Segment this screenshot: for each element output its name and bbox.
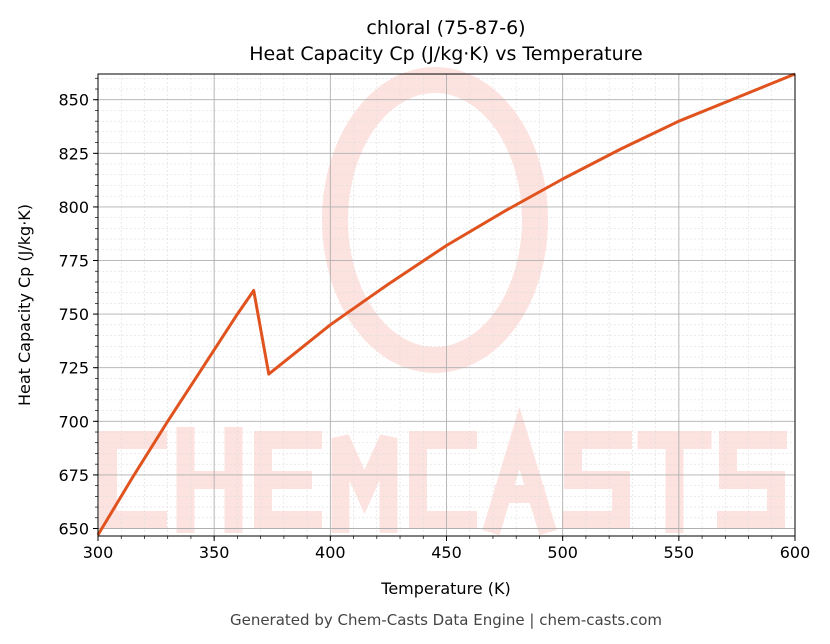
watermark-letter xyxy=(176,427,243,533)
watermark-letter xyxy=(637,431,712,533)
y-tick-label: 825 xyxy=(58,144,89,163)
y-tick-label: 750 xyxy=(58,305,89,324)
watermark-letter xyxy=(482,406,557,536)
x-tick-label: 550 xyxy=(664,543,695,562)
x-tick-label: 300 xyxy=(83,543,114,562)
series-line-cp xyxy=(96,72,796,536)
y-tick-label: 850 xyxy=(58,91,89,110)
ticks: 300 350 400 450 500 550 600 650 675 700 725 750 775 8… xyxy=(58,77,811,562)
grid xyxy=(97,74,796,536)
y-tick-label: 650 xyxy=(58,519,89,538)
x-tick-label: 500 xyxy=(547,543,578,562)
watermark-lettering xyxy=(99,406,787,536)
x-tick-label: 600 xyxy=(780,543,811,562)
y-tick-label: 700 xyxy=(58,412,89,431)
watermark-letter xyxy=(409,431,477,529)
y-tick-label: 675 xyxy=(58,466,89,485)
watermark-letter xyxy=(331,434,398,533)
y-axis-label: Heat Capacity Cp (J/kg·K) xyxy=(15,204,34,406)
chart-subtitle: Heat Capacity Cp (J/kg·K) vs Temperature xyxy=(249,43,643,65)
watermark-letter xyxy=(717,431,787,529)
x-tick-label: 450 xyxy=(431,543,462,562)
watermark-letter xyxy=(562,431,632,529)
x-tick-label: 350 xyxy=(199,543,230,562)
x-tick-label: 400 xyxy=(315,543,346,562)
chart-title: chloral (75-87-6) xyxy=(366,17,525,39)
y-tick-label: 725 xyxy=(58,359,89,378)
y-tick-label: 775 xyxy=(58,252,89,271)
watermark-letter xyxy=(99,431,167,529)
series-layer xyxy=(96,72,796,536)
footer-text: Generated by Chem-Casts Data Engine | ch… xyxy=(230,611,662,629)
x-axis-label: Temperature (K) xyxy=(380,579,510,598)
watermark-logo xyxy=(99,67,787,536)
y-tick-label: 800 xyxy=(58,198,89,217)
watermark-letter xyxy=(254,431,322,529)
